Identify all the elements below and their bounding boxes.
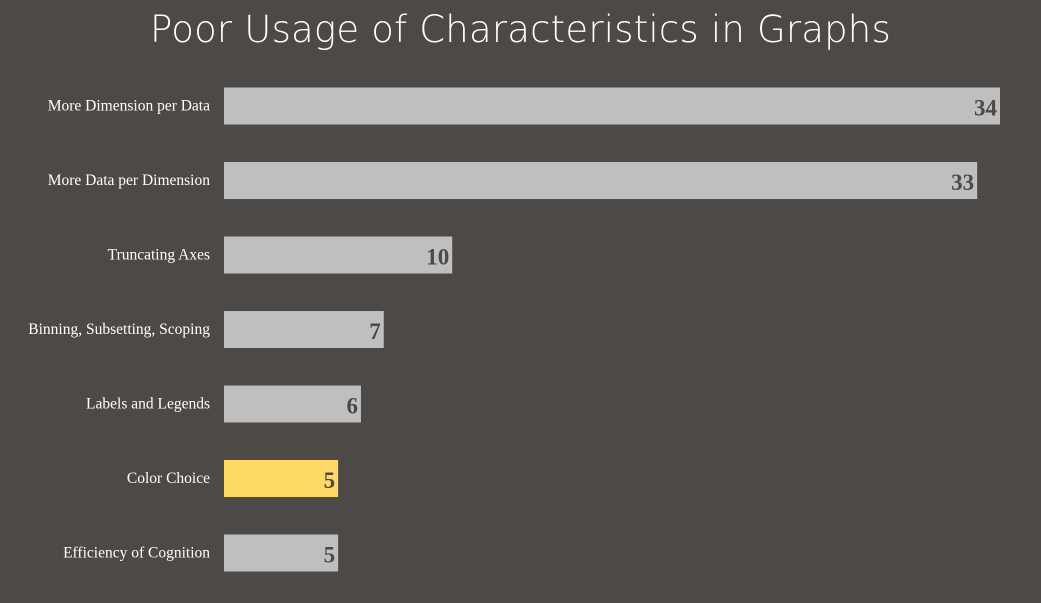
bar-binning-subsetting-scoping <box>224 311 384 348</box>
category-label: Truncating Axes <box>108 247 210 264</box>
bar-labels-and-legends <box>224 385 361 423</box>
bar-truncating-axes <box>224 236 453 274</box>
value-label: 34 <box>974 96 998 121</box>
value-label: 5 <box>324 543 336 568</box>
bar-color-choice <box>224 460 339 497</box>
bar-more-dimension-per-data <box>224 87 1000 125</box>
value-label: 10 <box>426 245 449 270</box>
category-label: More Data per Dimension <box>48 172 211 189</box>
category-label: More Dimension per Data <box>48 98 210 115</box>
category-label: Efficiency of Cognition <box>63 545 210 562</box>
bar-more-data-per-dimension <box>224 162 978 199</box>
value-label: 33 <box>951 170 974 195</box>
value-label: 6 <box>346 394 358 419</box>
value-label: 5 <box>324 468 336 493</box>
chart-title: Poor Usage of Characteristics in Graphs <box>150 8 891 51</box>
value-label: 7 <box>369 319 381 344</box>
category-label: Labels and Legends <box>86 396 210 413</box>
category-label: Binning, Subsetting, Scoping <box>28 321 210 338</box>
category-label: Color Choice <box>127 470 210 487</box>
bar-efficiency-of-cognition <box>224 534 339 572</box>
